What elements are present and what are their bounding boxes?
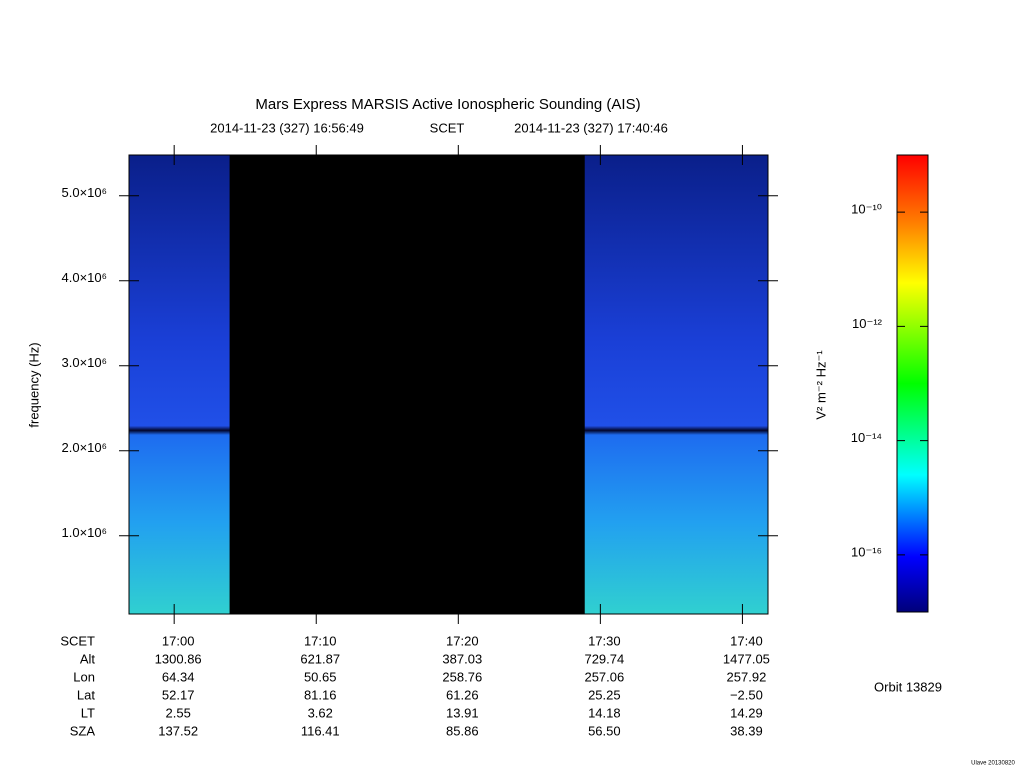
colorbar-tick-label: 10⁻¹⁴ bbox=[851, 430, 882, 445]
ephemeris-value: 1300.86 bbox=[155, 651, 202, 666]
ephemeris-value: 387.03 bbox=[442, 651, 482, 666]
ephemeris-value: 56.50 bbox=[588, 723, 621, 738]
ephemeris-value: 13.91 bbox=[446, 705, 479, 720]
ephemeris-value: 64.34 bbox=[162, 669, 195, 684]
y-tick-label: 5.0×10⁶ bbox=[62, 185, 107, 200]
plot-frame bbox=[128, 154, 769, 615]
ephemeris-label: LT bbox=[81, 705, 95, 720]
time-label: SCET bbox=[430, 120, 465, 135]
ephemeris-value: 61.26 bbox=[446, 687, 479, 702]
ephemeris-value: 3.62 bbox=[308, 705, 333, 720]
ephemeris-value: 621.87 bbox=[300, 651, 340, 666]
ephemeris-value: −2.50 bbox=[730, 687, 763, 702]
ephemeris-label: Lat bbox=[77, 687, 95, 702]
ephemeris-value: 14.18 bbox=[588, 705, 621, 720]
y-axis-label: frequency (Hz) bbox=[26, 342, 41, 427]
time-end: 2014-11-23 (327) 17:40:46 bbox=[514, 120, 668, 135]
ephemeris-value: 729.74 bbox=[584, 651, 624, 666]
x-tick-label: 17:20 bbox=[446, 633, 479, 648]
y-tick-label: 1.0×10⁶ bbox=[62, 525, 107, 540]
spectrogram-block bbox=[129, 155, 230, 614]
ephemeris-label: SZA bbox=[70, 723, 96, 738]
ephemeris-value: 25.25 bbox=[588, 687, 621, 702]
ephemeris-value: 1477.05 bbox=[723, 651, 770, 666]
ephemeris-label: Alt bbox=[80, 651, 96, 666]
ephemeris-value: 85.86 bbox=[446, 723, 479, 738]
ephemeris-value: 52.17 bbox=[162, 687, 195, 702]
ephemeris-value: 14.29 bbox=[730, 705, 763, 720]
time-start: 2014-11-23 (327) 16:56:49 bbox=[210, 120, 364, 135]
y-tick-label: 3.0×10⁶ bbox=[62, 355, 107, 370]
x-row-label: SCET bbox=[60, 633, 95, 648]
x-tick-label: 17:00 bbox=[162, 633, 195, 648]
colorbar-tick-label: 10⁻¹⁰ bbox=[851, 202, 882, 217]
ephemeris-value: 2.55 bbox=[166, 705, 191, 720]
colorbar bbox=[896, 154, 929, 613]
y-tick-label: 2.0×10⁶ bbox=[62, 440, 107, 455]
ephemeris-value: 258.76 bbox=[442, 669, 482, 684]
credit: Ulave 20130820 bbox=[971, 761, 1015, 767]
ephemeris-value: 81.16 bbox=[304, 687, 337, 702]
x-tick-label: 17:30 bbox=[588, 633, 621, 648]
y-tick-label: 4.0×10⁶ bbox=[62, 270, 107, 285]
colorbar-label: V² m⁻² Hz⁻¹ bbox=[813, 350, 828, 420]
spectrogram-block bbox=[584, 155, 768, 614]
ephemeris-label: Lon bbox=[73, 669, 95, 684]
ephemeris-value: 257.92 bbox=[727, 669, 767, 684]
ephemeris-value: 38.39 bbox=[730, 723, 763, 738]
x-tick-label: 17:40 bbox=[730, 633, 763, 648]
colorbar-tick-label: 10⁻¹² bbox=[852, 316, 883, 331]
orbit: Orbit 13829 bbox=[874, 679, 942, 694]
colorbar-tick-label: 10⁻¹⁶ bbox=[851, 544, 882, 559]
chart-title: Mars Express MARSIS Active Ionospheric S… bbox=[255, 96, 640, 113]
ephemeris-value: 50.65 bbox=[304, 669, 337, 684]
x-tick-label: 17:10 bbox=[304, 633, 337, 648]
ephemeris-value: 116.41 bbox=[301, 723, 340, 738]
ephemeris-value: 257.06 bbox=[584, 669, 624, 684]
ephemeris-value: 137.52 bbox=[158, 723, 198, 738]
